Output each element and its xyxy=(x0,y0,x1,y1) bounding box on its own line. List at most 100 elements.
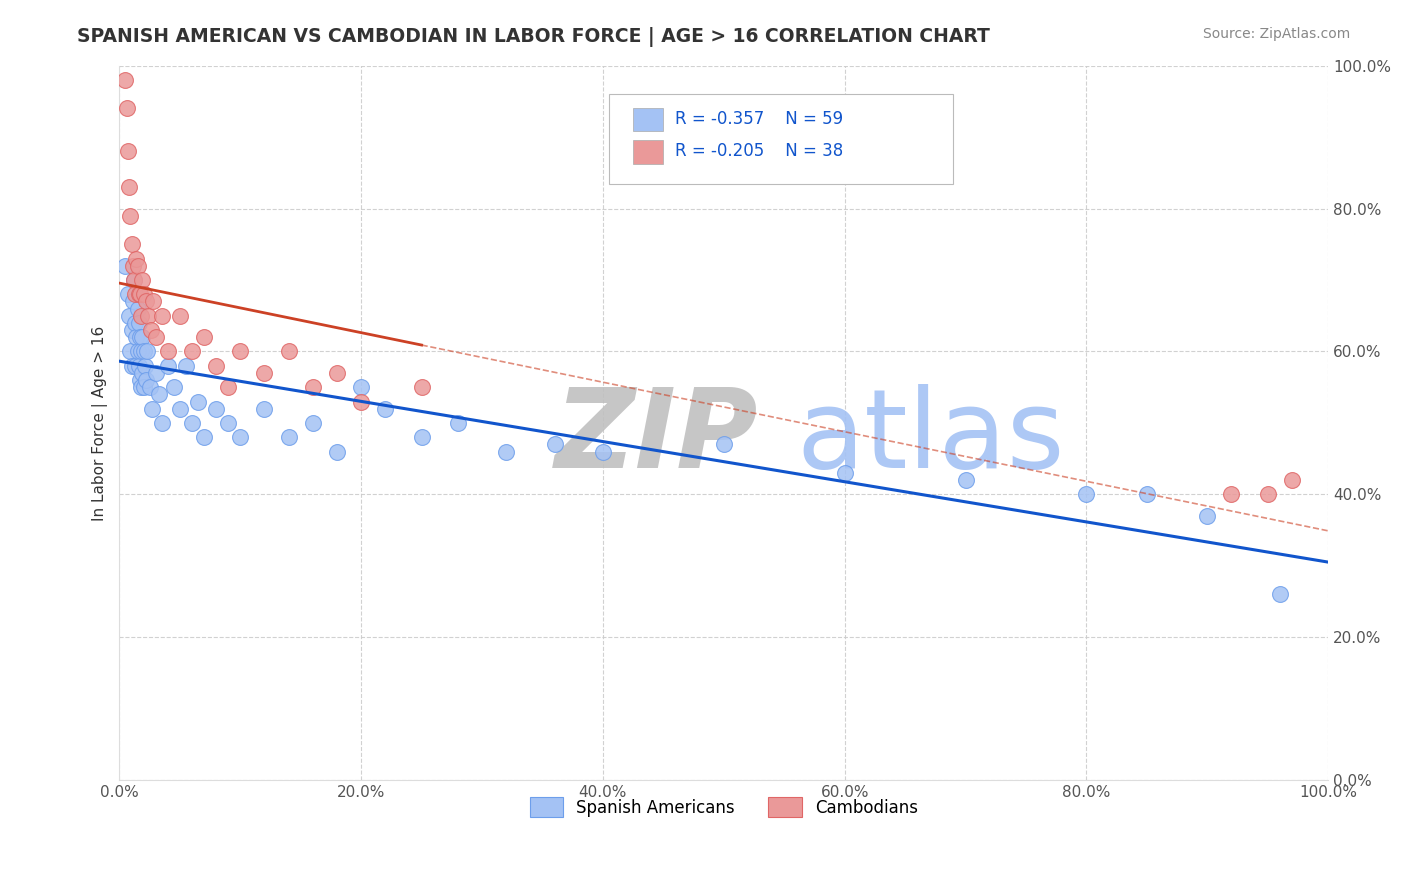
Point xyxy=(128,287,150,301)
Text: ZIP: ZIP xyxy=(554,384,758,491)
Y-axis label: In Labor Force | Age > 16: In Labor Force | Age > 16 xyxy=(93,326,108,521)
Point xyxy=(1076,487,1098,501)
Point xyxy=(411,380,433,394)
Point xyxy=(136,344,159,359)
Text: atlas: atlas xyxy=(796,384,1064,491)
Point xyxy=(205,359,228,373)
Text: R = -0.205    N = 38: R = -0.205 N = 38 xyxy=(675,143,844,161)
Point xyxy=(1281,473,1303,487)
Point xyxy=(127,344,149,359)
Point xyxy=(145,330,167,344)
Point xyxy=(134,359,156,373)
Point xyxy=(129,287,152,301)
Point xyxy=(301,380,323,394)
Point xyxy=(713,437,735,451)
Point xyxy=(121,237,143,252)
Point xyxy=(156,359,179,373)
Point xyxy=(120,344,142,359)
Point xyxy=(124,359,146,373)
Point xyxy=(150,416,173,430)
Point xyxy=(125,252,148,266)
Point xyxy=(117,145,139,159)
Point xyxy=(169,309,191,323)
Point xyxy=(834,466,856,480)
Point xyxy=(253,401,276,416)
Point xyxy=(118,180,141,194)
Point xyxy=(592,444,614,458)
Legend: Spanish Americans, Cambodians: Spanish Americans, Cambodians xyxy=(522,789,927,826)
Point xyxy=(124,316,146,330)
Point xyxy=(125,330,148,344)
Point xyxy=(138,380,160,394)
Point xyxy=(1220,487,1243,501)
Point xyxy=(135,294,157,309)
Point xyxy=(127,259,149,273)
Point xyxy=(128,316,150,330)
FancyBboxPatch shape xyxy=(609,95,953,184)
Point xyxy=(131,273,153,287)
Text: Source: ZipAtlas.com: Source: ZipAtlas.com xyxy=(1202,27,1350,41)
Point xyxy=(127,301,149,316)
Point xyxy=(205,401,228,416)
Point xyxy=(131,366,153,380)
Point xyxy=(447,416,470,430)
Point xyxy=(129,309,152,323)
Point xyxy=(114,73,136,87)
Point xyxy=(169,401,191,416)
Point xyxy=(187,394,209,409)
FancyBboxPatch shape xyxy=(633,140,664,163)
Point xyxy=(121,323,143,337)
Point xyxy=(217,416,239,430)
Point xyxy=(129,344,152,359)
Point xyxy=(277,344,299,359)
Point xyxy=(150,309,173,323)
Point xyxy=(1197,508,1219,523)
Point xyxy=(277,430,299,444)
Point xyxy=(1257,487,1279,501)
Point xyxy=(120,209,142,223)
Point xyxy=(1268,587,1291,601)
Point xyxy=(350,394,373,409)
Point xyxy=(122,273,145,287)
Point xyxy=(156,344,179,359)
Point xyxy=(121,294,143,309)
Point xyxy=(132,380,155,394)
Point xyxy=(495,444,517,458)
Point xyxy=(132,344,155,359)
Point xyxy=(128,359,150,373)
Point xyxy=(129,380,152,394)
Point xyxy=(955,473,977,487)
Text: SPANISH AMERICAN VS CAMBODIAN IN LABOR FORCE | AGE > 16 CORRELATION CHART: SPANISH AMERICAN VS CAMBODIAN IN LABOR F… xyxy=(77,27,990,46)
Point xyxy=(115,102,138,116)
Point xyxy=(181,416,204,430)
Point xyxy=(129,330,152,344)
Point xyxy=(129,373,152,387)
Point xyxy=(124,287,146,301)
Point xyxy=(117,287,139,301)
Point xyxy=(350,380,373,394)
Point xyxy=(141,401,163,416)
Point xyxy=(131,330,153,344)
Point xyxy=(139,323,162,337)
Point xyxy=(121,359,143,373)
Point xyxy=(253,366,276,380)
Point xyxy=(118,309,141,323)
Point xyxy=(326,444,349,458)
Point xyxy=(217,380,239,394)
Point xyxy=(163,380,186,394)
Point xyxy=(326,366,349,380)
Point xyxy=(121,259,143,273)
Point xyxy=(181,344,204,359)
Point xyxy=(138,309,160,323)
Point xyxy=(1136,487,1159,501)
Point xyxy=(145,366,167,380)
Point xyxy=(148,387,170,401)
Point xyxy=(229,430,252,444)
Point xyxy=(174,359,197,373)
Point xyxy=(132,287,155,301)
Point xyxy=(193,430,215,444)
Point xyxy=(411,430,433,444)
Text: R = -0.357    N = 59: R = -0.357 N = 59 xyxy=(675,111,844,128)
Point xyxy=(301,416,323,430)
Point xyxy=(193,330,215,344)
